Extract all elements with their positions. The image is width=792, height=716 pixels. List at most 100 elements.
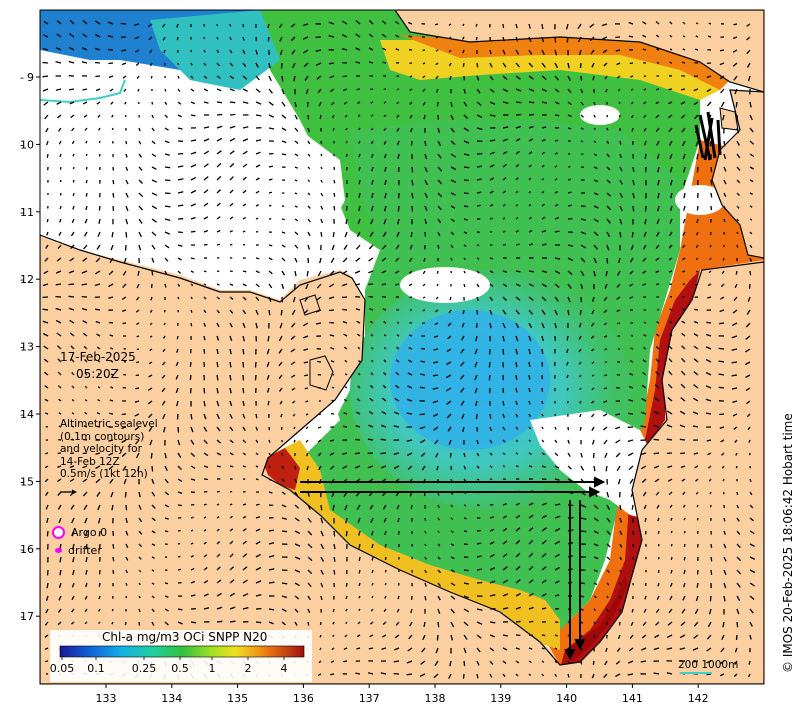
velocity-arrow xyxy=(177,127,183,130)
velocity-arrow xyxy=(502,151,508,155)
velocity-arrow xyxy=(656,231,660,237)
velocity-arrow xyxy=(164,491,170,496)
sealevel-contour xyxy=(40,79,126,104)
velocity-arrow xyxy=(147,23,153,28)
velocity-arrow xyxy=(96,333,101,337)
velocity-arrow xyxy=(307,205,311,209)
velocity-arrow xyxy=(255,49,258,55)
velocity-arrow xyxy=(657,192,660,199)
velocity-arrow xyxy=(695,283,699,286)
velocity-arrow xyxy=(307,244,311,250)
velocity-arrow xyxy=(475,23,478,27)
velocity-arrow xyxy=(229,515,233,519)
velocity-arrow xyxy=(229,36,232,41)
velocity-arrow xyxy=(397,530,400,535)
velocity-arrow xyxy=(368,33,374,38)
velocity-arrow xyxy=(541,579,547,584)
velocity-arrow xyxy=(203,216,209,220)
velocity-arrow xyxy=(396,346,400,350)
velocity-arrow xyxy=(619,543,623,548)
velocity-arrow xyxy=(163,49,166,54)
velocity-arrow xyxy=(567,465,572,470)
velocity-arrow xyxy=(268,204,272,207)
velocity-arrow xyxy=(554,580,560,584)
velocity-arrow xyxy=(681,608,686,614)
velocity-arrow xyxy=(356,231,361,238)
velocity-arrow xyxy=(381,270,387,274)
velocity-arrow xyxy=(593,166,598,170)
velocity-arrow xyxy=(618,257,621,264)
velocity-arrow xyxy=(382,231,387,238)
velocity-arrow xyxy=(515,309,520,315)
velocity-arrow xyxy=(190,62,193,66)
velocity-arrow xyxy=(229,620,236,623)
velocity-arrow xyxy=(176,348,179,353)
velocity-arrow xyxy=(381,634,387,638)
depth-scale-label: 200 1000m xyxy=(678,659,739,671)
velocity-arrow xyxy=(515,502,521,506)
velocity-arrow xyxy=(216,36,219,40)
velocity-arrow xyxy=(723,517,726,522)
velocity-arrow xyxy=(203,62,207,66)
velocity-arrow xyxy=(71,412,75,415)
velocity-arrow xyxy=(384,569,387,573)
velocity-arrow xyxy=(317,452,322,457)
velocity-arrow xyxy=(255,503,260,506)
velocity-arrow xyxy=(255,553,261,558)
velocity-arrow xyxy=(112,543,115,549)
velocity-arrow xyxy=(656,504,660,509)
velocity-arrow xyxy=(406,660,413,664)
velocity-arrow xyxy=(541,296,547,302)
velocity-arrow xyxy=(450,504,454,508)
velocity-arrow xyxy=(344,114,348,118)
south-coast-bloom xyxy=(268,440,560,650)
velocity-arrow xyxy=(696,582,699,588)
velocity-arrow xyxy=(424,569,427,574)
velocity-arrow xyxy=(203,465,209,469)
velocity-arrow xyxy=(541,647,545,650)
velocity-arrow xyxy=(254,361,257,368)
velocity-arrow xyxy=(368,295,374,298)
velocity-arrow xyxy=(695,491,699,495)
velocity-arrow xyxy=(653,647,660,651)
velocity-arrow xyxy=(406,412,413,415)
velocity-arrow xyxy=(410,231,413,238)
velocity-arrow xyxy=(294,556,301,560)
velocity-arrow xyxy=(318,465,322,471)
velocity-arrow xyxy=(108,321,114,324)
velocity-arrow xyxy=(383,346,387,350)
altimetry-line: Altimetric sealevel xyxy=(60,418,158,430)
velocity-arrow xyxy=(502,49,506,55)
velocity-arrow xyxy=(616,465,621,472)
velocity-arrow xyxy=(112,569,115,574)
velocity-arrow xyxy=(229,243,233,246)
velocity-arrow xyxy=(463,634,468,640)
velocity-arrow xyxy=(489,283,494,288)
velocity-arrow xyxy=(229,216,234,220)
velocity-arrow xyxy=(424,543,427,547)
colorbar-gradient xyxy=(59,645,305,658)
velocity-arrow xyxy=(356,320,361,324)
velocity-arrow xyxy=(670,192,673,199)
velocity-arrow xyxy=(653,672,660,675)
velocity-arrow xyxy=(369,231,374,237)
velocity-arrow xyxy=(708,270,712,274)
velocity-arrow xyxy=(693,371,699,376)
velocity-arrow xyxy=(68,60,75,64)
velocity-arrow xyxy=(97,504,101,511)
lat-tick-label: 9 xyxy=(27,71,34,84)
velocity-arrow xyxy=(554,101,560,105)
velocity-arrow xyxy=(489,296,494,302)
velocity-arrow xyxy=(355,308,361,311)
velocity-arrow xyxy=(57,465,62,469)
velocity-arrow xyxy=(149,309,153,313)
velocity-arrow xyxy=(502,540,508,545)
velocity-arrow xyxy=(641,465,647,470)
velocity-arrow xyxy=(216,426,221,432)
velocity-arrow xyxy=(303,361,309,364)
velocity-arrow xyxy=(502,217,506,220)
velocity-arrow xyxy=(643,334,647,337)
velocity-arrow xyxy=(98,218,101,224)
velocity-arrow xyxy=(668,244,673,249)
